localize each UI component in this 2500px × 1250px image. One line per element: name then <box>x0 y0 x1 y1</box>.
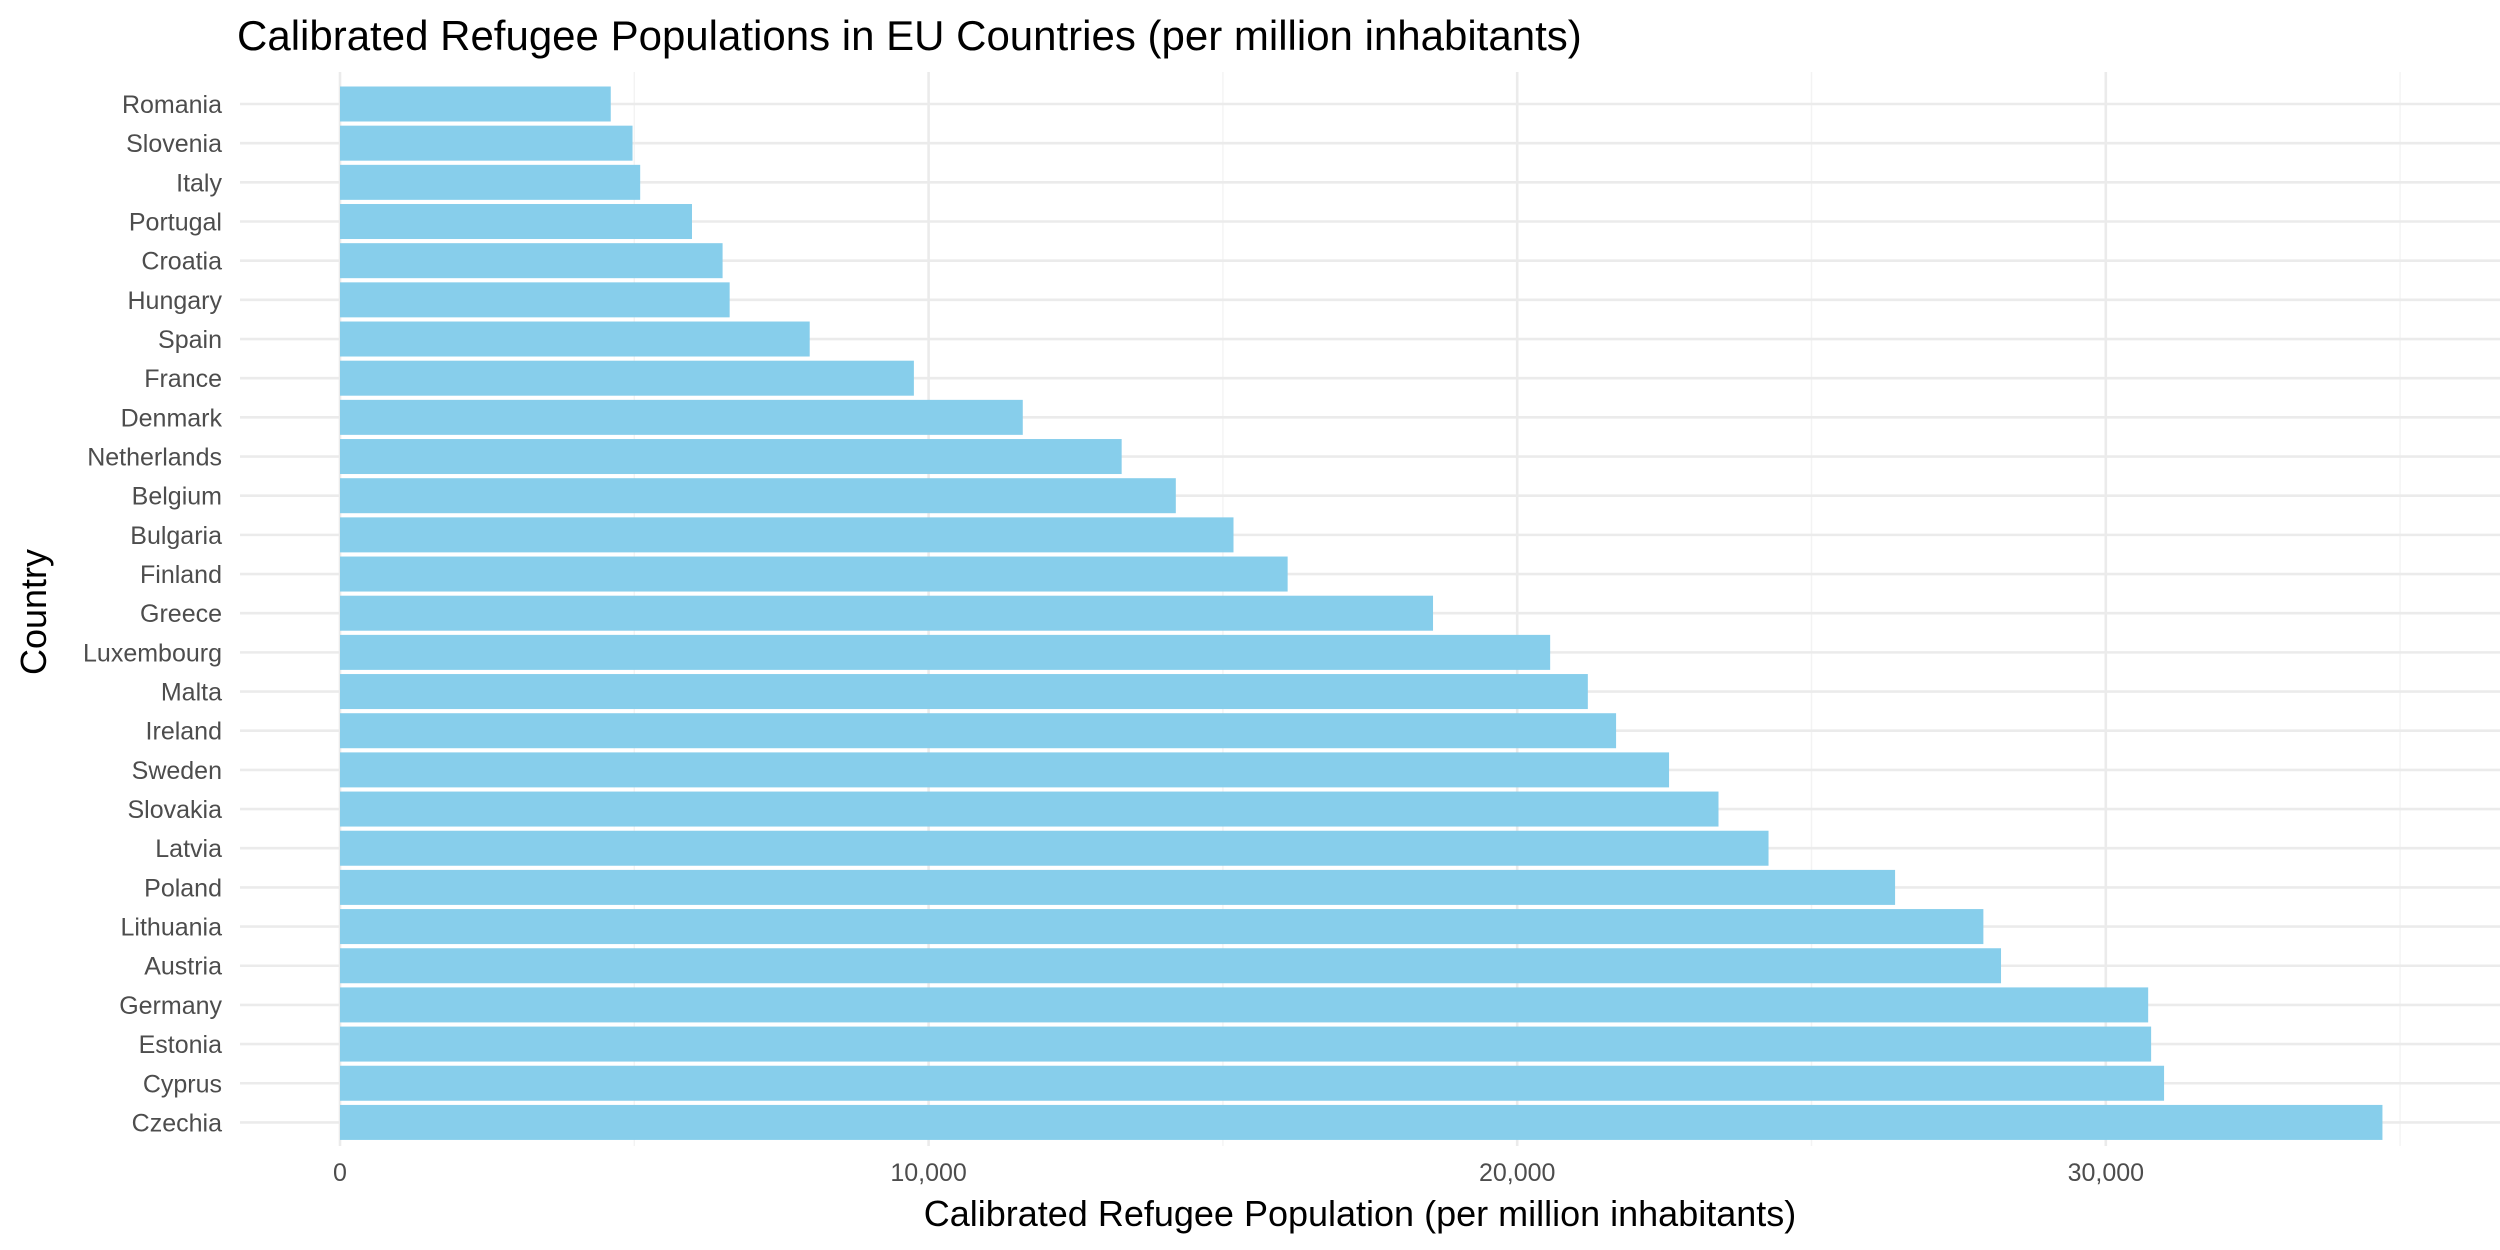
y-tick-label: Malta <box>161 679 222 707</box>
y-tick-label: Czechia <box>132 1109 222 1137</box>
x-tick-label: 30,000 <box>2068 1159 2144 1187</box>
y-tick-label: Lithuania <box>121 914 223 942</box>
y-tick-label: Greece <box>140 600 222 628</box>
y-axis-tick-labels: Romania Slovenia Italy Portugal Croatia Hunga… <box>83 91 222 1137</box>
x-axis-title: Calibrated Refugee Population (per milli… <box>924 1193 1797 1234</box>
y-tick-label: Poland <box>144 874 222 902</box>
bar-sweden <box>340 752 1670 788</box>
bars <box>340 86 2383 1140</box>
y-tick-label: Netherlands <box>87 444 222 472</box>
bar-hungary <box>340 282 730 318</box>
y-tick-label: Italy <box>176 169 222 197</box>
y-tick-label: Slovenia <box>126 130 222 158</box>
bar-cyprus <box>340 1065 2165 1101</box>
y-tick-label: Spain <box>158 326 222 354</box>
x-tick-label: 20,000 <box>1479 1159 1555 1187</box>
y-tick-label: Slovakia <box>128 796 223 824</box>
y-tick-label: Luxembourg <box>83 639 222 667</box>
bar-bulgaria <box>340 517 1234 553</box>
y-tick-label: Estonia <box>139 1031 222 1059</box>
bar-portugal <box>340 204 692 240</box>
y-tick-label: Finland <box>140 561 222 589</box>
y-tick-label: Sweden <box>132 757 222 785</box>
y-tick-label: Latvia <box>155 835 222 863</box>
bar-malta <box>340 674 1588 710</box>
y-tick-label: Austria <box>144 953 222 981</box>
bar-romania <box>340 86 611 122</box>
bar-greece <box>340 595 1434 631</box>
x-axis-tick-labels: 0 10,000 20,000 30,000 <box>333 1159 2144 1187</box>
y-tick-label: France <box>144 365 222 393</box>
bar-belgium <box>340 478 1176 514</box>
bar-czechia <box>340 1104 2383 1140</box>
bar-slovakia <box>340 791 1719 827</box>
y-tick-label: Germany <box>119 992 222 1020</box>
bar-germany <box>340 987 2149 1023</box>
bar-france <box>340 360 914 396</box>
bar-lithuania <box>340 909 1984 945</box>
bar-slovenia <box>340 125 633 161</box>
bar-finland <box>340 556 1288 592</box>
bar-estonia <box>340 1026 2152 1062</box>
bar-italy <box>340 164 641 200</box>
bar-latvia <box>340 830 1769 866</box>
bar-austria <box>340 948 2002 984</box>
bar-denmark <box>340 399 1023 435</box>
y-tick-label: Bulgaria <box>130 522 222 550</box>
y-tick-label: Ireland <box>146 718 222 746</box>
bar-ireland <box>340 713 1617 749</box>
bar-croatia <box>340 243 723 279</box>
y-tick-label: Hungary <box>128 287 223 315</box>
y-tick-label: Romania <box>122 91 222 119</box>
y-tick-label: Cyprus <box>143 1070 222 1098</box>
bar-poland <box>340 869 1896 905</box>
y-axis-title: Country <box>13 549 54 675</box>
x-tick-label: 0 <box>333 1159 347 1187</box>
y-tick-label: Croatia <box>141 248 222 276</box>
bar-luxembourg <box>340 634 1551 670</box>
bar-netherlands <box>340 439 1122 475</box>
y-tick-label: Denmark <box>121 404 223 432</box>
y-tick-label: Belgium <box>132 483 222 511</box>
y-tick-label: Portugal <box>129 209 222 237</box>
bar-spain <box>340 321 810 357</box>
chart-title: Calibrated Refugee Populations in EU Cou… <box>237 12 1582 59</box>
x-tick-label: 10,000 <box>890 1159 966 1187</box>
